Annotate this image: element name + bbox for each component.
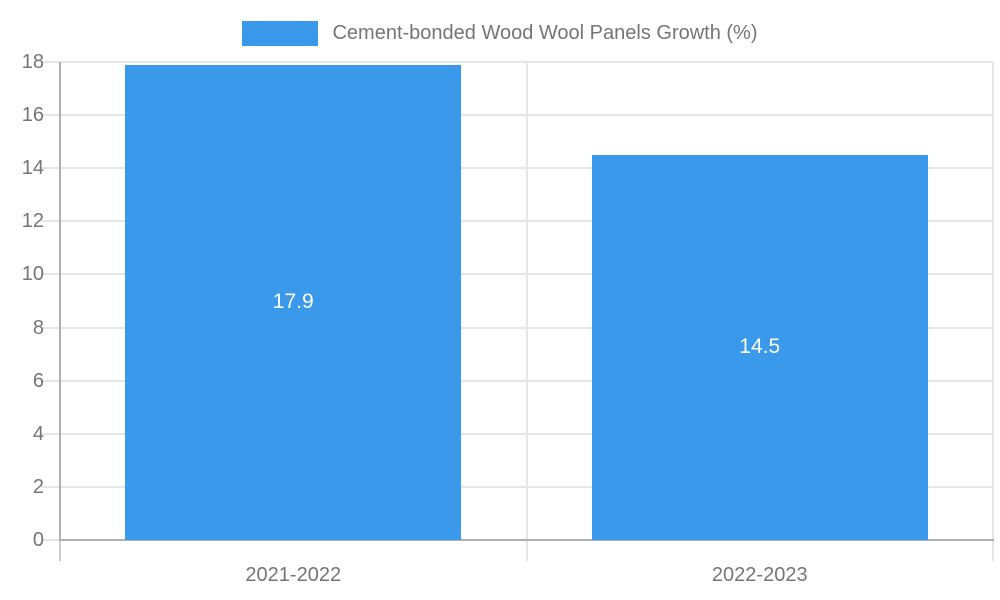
bar-value-label: 17.9 xyxy=(272,290,314,314)
category-boundary-line xyxy=(992,62,994,561)
legend-label: Cement-bonded Wood Wool Panels Growth (%… xyxy=(332,22,758,44)
y-tick-12 xyxy=(41,220,60,223)
y-tick-6 xyxy=(41,379,60,382)
y-tick-18 xyxy=(41,61,60,63)
y-axis-label: 14 xyxy=(21,157,44,180)
y-tick-2 xyxy=(41,485,60,488)
y-axis-label: 18 xyxy=(21,51,44,73)
y-tick-8 xyxy=(41,326,60,329)
y-tick-16 xyxy=(41,114,60,117)
y-axis-line xyxy=(59,62,61,540)
bar-value-label: 14.5 xyxy=(739,335,781,359)
y-axis-label: 4 xyxy=(32,422,44,445)
y-axis-label: 12 xyxy=(21,210,44,233)
y-tick-0 xyxy=(41,539,60,541)
y-axis-label: 16 xyxy=(21,104,44,127)
x-axis-label: 2022-2023 xyxy=(711,564,808,586)
bar-2021-2022 xyxy=(125,64,462,540)
y-axis-label: 8 xyxy=(32,316,44,339)
y-axis-label: 0 xyxy=(32,529,44,551)
y-axis-label: 10 xyxy=(21,263,44,286)
bar-2022-2023 xyxy=(591,154,928,540)
y-axis-label: 2 xyxy=(32,475,44,498)
y-axis-label: 6 xyxy=(32,369,44,392)
legend-swatch[interactable] xyxy=(242,21,319,46)
x-axis-label: 2021-2022 xyxy=(245,564,342,586)
y-tick-4 xyxy=(41,432,60,435)
x-axis-line xyxy=(59,539,994,541)
category-boundary-line xyxy=(525,62,528,561)
y-tick-10 xyxy=(41,273,60,276)
x-axis-origin-tick xyxy=(59,541,61,561)
legend[interactable]: Cement-bonded Wood Wool Panels Growth (%… xyxy=(0,21,1000,46)
y-tick-14 xyxy=(41,167,60,170)
